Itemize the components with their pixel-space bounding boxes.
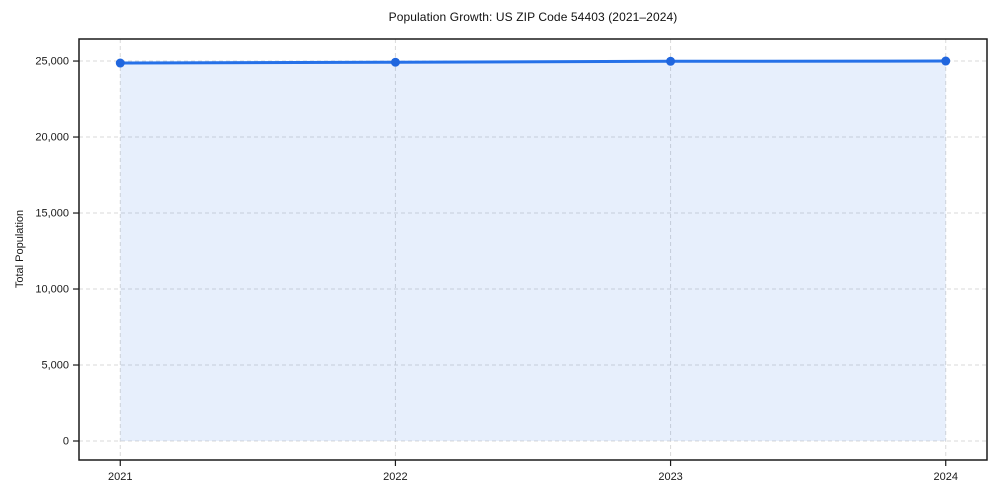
y-tick-label: 10,000 — [35, 284, 69, 296]
series-line — [118, 59, 948, 65]
chart-title: Population Growth: US ZIP Code 54403 (20… — [388, 10, 678, 24]
series-area-fill — [120, 61, 946, 442]
y-tick-label: 5,000 — [41, 360, 69, 372]
plot-spines — [78, 38, 988, 461]
y-tick-label: 0 — [63, 436, 69, 448]
data-point-marker — [666, 56, 676, 66]
y-tick-label: 25,000 — [35, 56, 69, 68]
x-tick-label: 2024 — [933, 471, 957, 483]
data-point-marker — [115, 58, 125, 68]
data-point-marker — [941, 56, 951, 66]
y-tick-label: 20,000 — [35, 132, 69, 144]
x-tick-label: 2023 — [658, 471, 682, 483]
y-tick-label: 15,000 — [35, 208, 69, 220]
x-tick-label: 2022 — [383, 471, 407, 483]
x-tick-label: 2021 — [108, 471, 132, 483]
data-point-marker — [390, 57, 400, 67]
